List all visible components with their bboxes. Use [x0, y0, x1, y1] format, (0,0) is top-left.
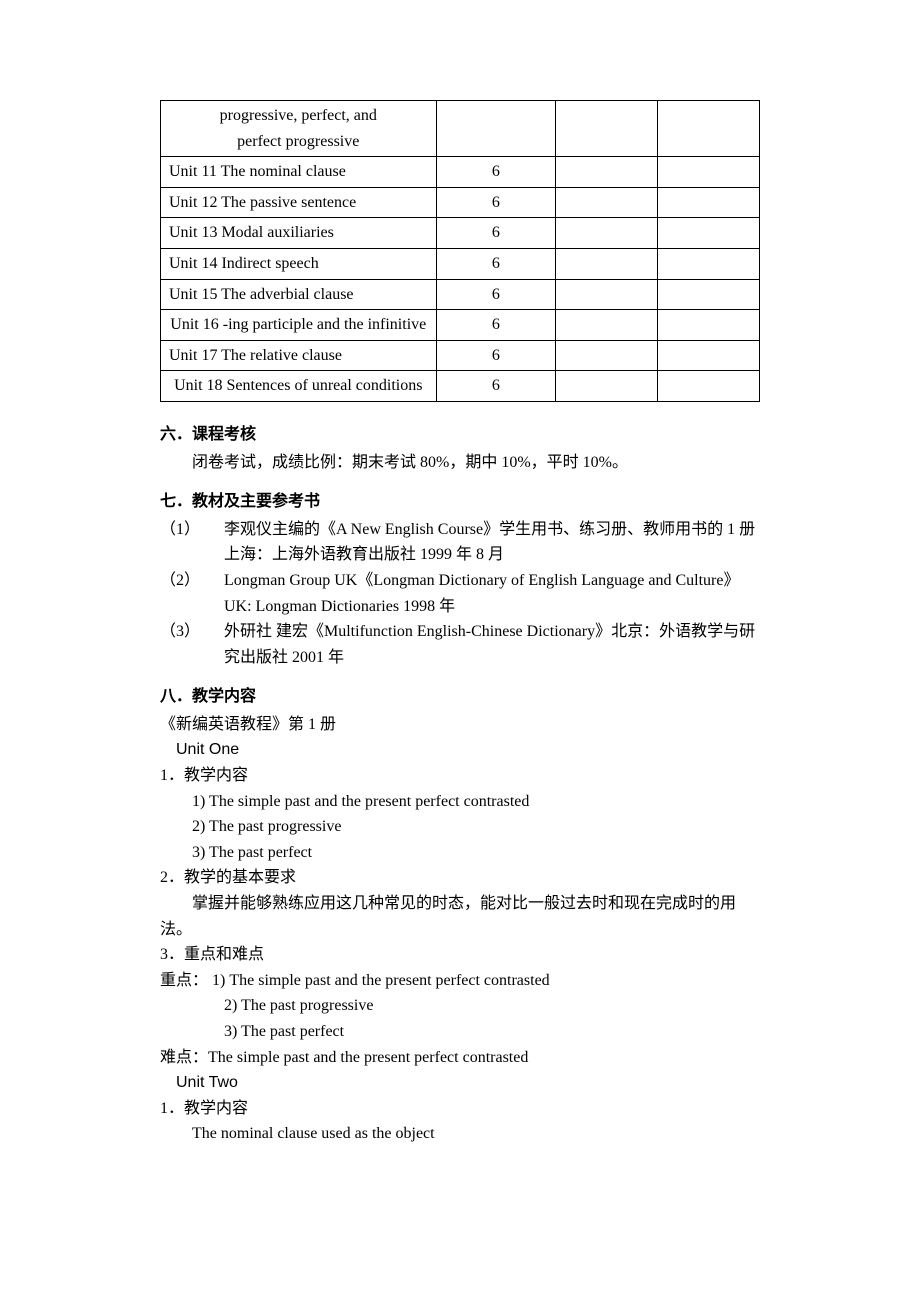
- reference-number: （1）: [160, 517, 224, 568]
- reference-text: 外研社 建宏《Multifunction English-Chinese Dic…: [224, 619, 760, 670]
- unit2-p1-body: The nominal clause used as the object: [160, 1121, 760, 1147]
- empty-cell: [556, 279, 658, 310]
- hours-cell: 6: [436, 248, 556, 279]
- zhongdian-label: 重点：: [160, 972, 208, 989]
- unit-one-title: Unit One: [160, 737, 760, 763]
- unit-two-title: Unit Two: [160, 1070, 760, 1096]
- list-item: 2) The past progressive: [160, 814, 760, 840]
- unit1-p1-label: 1．教学内容: [160, 763, 760, 789]
- unit2-p1-label: 1．教学内容: [160, 1096, 760, 1122]
- empty-cell: [658, 157, 760, 188]
- section-8-intro: 《新编英语教程》第 1 册: [160, 712, 760, 738]
- empty-cell: [556, 218, 658, 249]
- unit-cell: Unit 16 -ing participle and the infiniti…: [161, 310, 437, 341]
- table-row: Unit 18 Sentences of unreal conditions 6: [161, 371, 760, 402]
- empty-cell: [556, 310, 658, 341]
- empty-cell: [658, 371, 760, 402]
- reference-number: （2）: [160, 568, 224, 619]
- empty-cell: [658, 187, 760, 218]
- reference-text: 李观仪主编的《A New English Course》学生用书、练习册、教师用…: [224, 517, 760, 568]
- nandian-body: The simple past and the present perfect …: [208, 1049, 528, 1066]
- table-row: progressive, perfect, and perfect progre…: [161, 101, 760, 157]
- unit1-p3-label: 3．重点和难点: [160, 942, 760, 968]
- section-8-heading: 八．教学内容: [160, 684, 760, 710]
- hours-cell: 6: [436, 310, 556, 341]
- empty-cell: [556, 101, 658, 157]
- document-page: progressive, perfect, and perfect progre…: [0, 0, 920, 1207]
- nandian-line: 难点：The simple past and the present perfe…: [160, 1045, 760, 1071]
- reference-item: （1） 李观仪主编的《A New English Course》学生用书、练习册…: [160, 517, 760, 568]
- reference-text: Longman Group UK《Longman Dictionary of E…: [224, 568, 760, 619]
- hours-cell: 6: [436, 157, 556, 188]
- list-item: 1) The simple past and the present perfe…: [160, 789, 760, 815]
- unit-cell: Unit 14 Indirect speech: [161, 248, 437, 279]
- empty-cell: [556, 248, 658, 279]
- list-item: 2) The past progressive: [160, 993, 760, 1019]
- empty-cell: [556, 157, 658, 188]
- table-row: Unit 11 The nominal clause 6: [161, 157, 760, 188]
- hours-cell: 6: [436, 279, 556, 310]
- empty-cell: [658, 340, 760, 371]
- zhongdian-line: 重点： 1) The simple past and the present p…: [160, 968, 760, 994]
- unit1-p2-label: 2．教学的基本要求: [160, 865, 760, 891]
- unit-cell: progressive, perfect, and perfect progre…: [161, 101, 437, 157]
- empty-cell: [556, 340, 658, 371]
- unit1-p2-body: 掌握并能够熟练应用这几种常见的时态，能对比一般过去时和现在完成时的用法。: [160, 891, 760, 942]
- unit-cell: Unit 13 Modal auxiliaries: [161, 218, 437, 249]
- table-row: Unit 15 The adverbial clause 6: [161, 279, 760, 310]
- reference-item: （3） 外研社 建宏《Multifunction English-Chinese…: [160, 619, 760, 670]
- empty-cell: [556, 187, 658, 218]
- hours-cell: 6: [436, 218, 556, 249]
- empty-cell: [658, 248, 760, 279]
- reference-number: （3）: [160, 619, 224, 670]
- unit-cell: Unit 18 Sentences of unreal conditions: [161, 371, 437, 402]
- hours-cell: [436, 101, 556, 157]
- table-row: Unit 16 -ing participle and the infiniti…: [161, 310, 760, 341]
- reference-item: （2） Longman Group UK《Longman Dictionary …: [160, 568, 760, 619]
- section-6-heading: 六．课程考核: [160, 422, 760, 448]
- table-row: Unit 13 Modal auxiliaries 6: [161, 218, 760, 249]
- section-7-heading: 七．教材及主要参考书: [160, 489, 760, 515]
- list-item: 1) The simple past and the present perfe…: [212, 972, 550, 989]
- hours-cell: 6: [436, 187, 556, 218]
- list-item: 3) The past perfect: [160, 840, 760, 866]
- empty-cell: [658, 279, 760, 310]
- empty-cell: [556, 371, 658, 402]
- table-row: Unit 14 Indirect speech 6: [161, 248, 760, 279]
- unit-cell: Unit 12 The passive sentence: [161, 187, 437, 218]
- section-6-body: 闭卷考试，成绩比例：期末考试 80%，期中 10%，平时 10%。: [160, 450, 760, 476]
- table-row: Unit 17 The relative clause 6: [161, 340, 760, 371]
- list-item: 3) The past perfect: [160, 1019, 760, 1045]
- nandian-label: 难点：: [160, 1049, 208, 1066]
- table-row: Unit 12 The passive sentence 6: [161, 187, 760, 218]
- empty-cell: [658, 310, 760, 341]
- unit-cell: Unit 15 The adverbial clause: [161, 279, 437, 310]
- hours-cell: 6: [436, 371, 556, 402]
- unit-cell: Unit 11 The nominal clause: [161, 157, 437, 188]
- hours-cell: 6: [436, 340, 556, 371]
- unit-cell: Unit 17 The relative clause: [161, 340, 437, 371]
- empty-cell: [658, 101, 760, 157]
- hours-table: progressive, perfect, and perfect progre…: [160, 100, 760, 402]
- empty-cell: [658, 218, 760, 249]
